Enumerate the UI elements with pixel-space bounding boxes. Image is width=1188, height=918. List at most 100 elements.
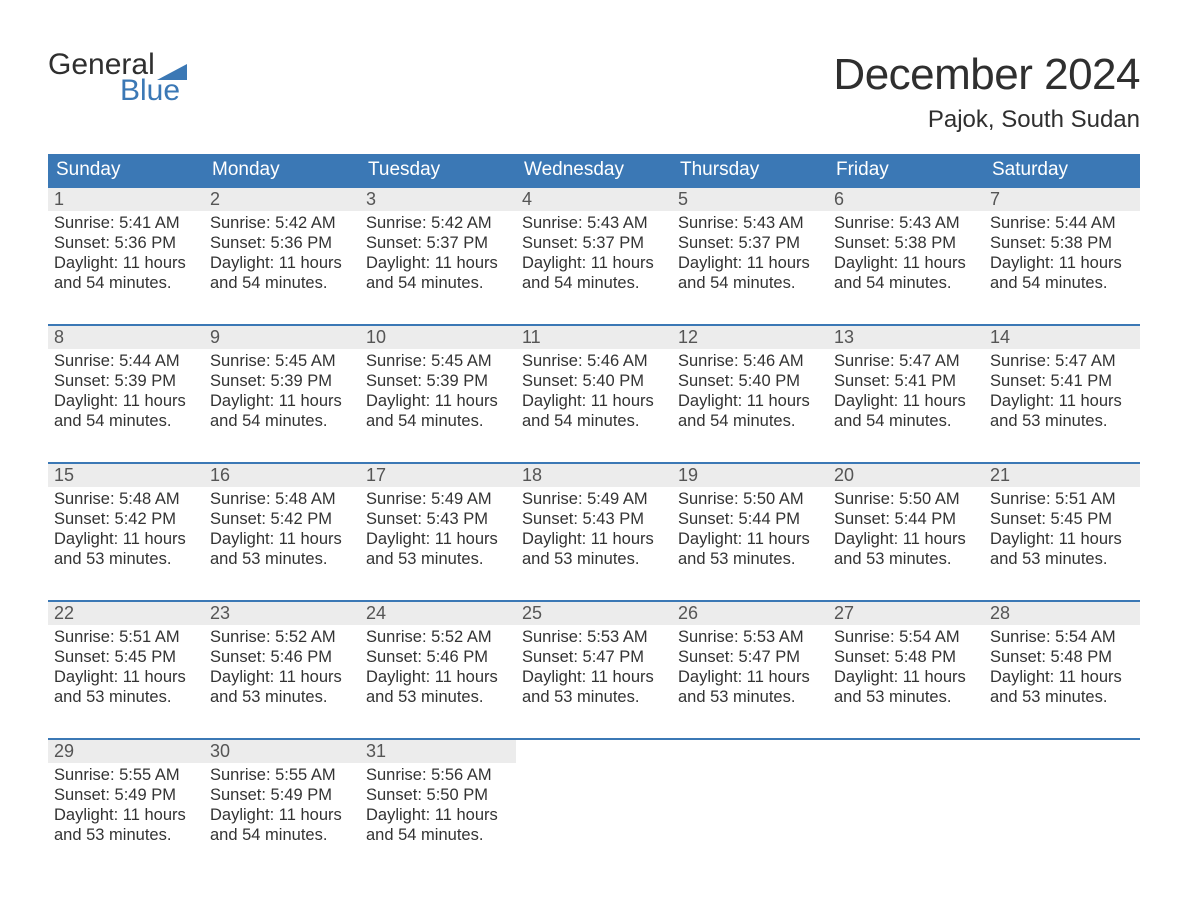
calendar-cell: 30Sunrise: 5:55 AMSunset: 5:49 PMDayligh… — [204, 740, 360, 858]
day-dl1: Daylight: 11 hours — [366, 667, 510, 687]
day-sunset: Sunset: 5:41 PM — [990, 371, 1134, 391]
day-sunrise: Sunrise: 5:54 AM — [834, 627, 978, 647]
day-dl1: Daylight: 11 hours — [366, 529, 510, 549]
week-row: 15Sunrise: 5:48 AMSunset: 5:42 PMDayligh… — [48, 462, 1140, 582]
day-dl1: Daylight: 11 hours — [522, 253, 666, 273]
calendar-cell — [516, 740, 672, 858]
day-dl2: and 53 minutes. — [834, 549, 978, 569]
day-dl1: Daylight: 11 hours — [522, 391, 666, 411]
calendar-cell: 31Sunrise: 5:56 AMSunset: 5:50 PMDayligh… — [360, 740, 516, 858]
day-dl2: and 54 minutes. — [366, 411, 510, 431]
day-number: 26 — [672, 602, 828, 625]
calendar-cell: 13Sunrise: 5:47 AMSunset: 5:41 PMDayligh… — [828, 326, 984, 444]
day-body: Sunrise: 5:51 AMSunset: 5:45 PMDaylight:… — [48, 625, 204, 712]
day-body: Sunrise: 5:51 AMSunset: 5:45 PMDaylight:… — [984, 487, 1140, 574]
day-dl2: and 53 minutes. — [210, 687, 354, 707]
day-sunrise: Sunrise: 5:41 AM — [54, 213, 198, 233]
day-dl2: and 53 minutes. — [210, 549, 354, 569]
day-sunrise: Sunrise: 5:46 AM — [522, 351, 666, 371]
day-number: 1 — [48, 188, 204, 211]
day-dl1: Daylight: 11 hours — [990, 667, 1134, 687]
day-number: 13 — [828, 326, 984, 349]
day-dl1: Daylight: 11 hours — [990, 391, 1134, 411]
day-sunset: Sunset: 5:39 PM — [210, 371, 354, 391]
day-sunset: Sunset: 5:37 PM — [522, 233, 666, 253]
calendar-cell: 29Sunrise: 5:55 AMSunset: 5:49 PMDayligh… — [48, 740, 204, 858]
calendar-cell: 17Sunrise: 5:49 AMSunset: 5:43 PMDayligh… — [360, 464, 516, 582]
day-dl2: and 54 minutes. — [834, 411, 978, 431]
day-sunset: Sunset: 5:36 PM — [210, 233, 354, 253]
day-dl2: and 53 minutes. — [54, 825, 198, 845]
day-body: Sunrise: 5:45 AMSunset: 5:39 PMDaylight:… — [204, 349, 360, 436]
day-sunset: Sunset: 5:43 PM — [366, 509, 510, 529]
day-sunrise: Sunrise: 5:52 AM — [366, 627, 510, 647]
day-sunrise: Sunrise: 5:48 AM — [210, 489, 354, 509]
day-body: Sunrise: 5:52 AMSunset: 5:46 PMDaylight:… — [360, 625, 516, 712]
day-number: 27 — [828, 602, 984, 625]
day-body: Sunrise: 5:42 AMSunset: 5:37 PMDaylight:… — [360, 211, 516, 298]
calendar-cell: 25Sunrise: 5:53 AMSunset: 5:47 PMDayligh… — [516, 602, 672, 720]
day-dl1: Daylight: 11 hours — [834, 529, 978, 549]
day-dl2: and 53 minutes. — [834, 687, 978, 707]
day-number: 5 — [672, 188, 828, 211]
week-row: 22Sunrise: 5:51 AMSunset: 5:45 PMDayligh… — [48, 600, 1140, 720]
day-header-row: SundayMondayTuesdayWednesdayThursdayFrid… — [48, 154, 1140, 186]
day-sunset: Sunset: 5:40 PM — [678, 371, 822, 391]
day-sunset: Sunset: 5:47 PM — [678, 647, 822, 667]
day-dl1: Daylight: 11 hours — [522, 667, 666, 687]
day-header: Friday — [828, 154, 984, 186]
logo-line-1: General — [48, 50, 187, 80]
day-sunset: Sunset: 5:46 PM — [210, 647, 354, 667]
day-sunrise: Sunrise: 5:47 AM — [990, 351, 1134, 371]
week-row: 29Sunrise: 5:55 AMSunset: 5:49 PMDayligh… — [48, 738, 1140, 858]
calendar-cell: 21Sunrise: 5:51 AMSunset: 5:45 PMDayligh… — [984, 464, 1140, 582]
day-body: Sunrise: 5:41 AMSunset: 5:36 PMDaylight:… — [48, 211, 204, 298]
day-sunrise: Sunrise: 5:45 AM — [210, 351, 354, 371]
day-sunrise: Sunrise: 5:48 AM — [54, 489, 198, 509]
day-body: Sunrise: 5:48 AMSunset: 5:42 PMDaylight:… — [48, 487, 204, 574]
day-body: Sunrise: 5:49 AMSunset: 5:43 PMDaylight:… — [360, 487, 516, 574]
day-header: Saturday — [984, 154, 1140, 186]
day-number: 23 — [204, 602, 360, 625]
day-sunrise: Sunrise: 5:42 AM — [366, 213, 510, 233]
day-number: 2 — [204, 188, 360, 211]
day-sunrise: Sunrise: 5:56 AM — [366, 765, 510, 785]
day-sunrise: Sunrise: 5:46 AM — [678, 351, 822, 371]
day-sunset: Sunset: 5:42 PM — [210, 509, 354, 529]
day-dl1: Daylight: 11 hours — [210, 667, 354, 687]
day-sunrise: Sunrise: 5:52 AM — [210, 627, 354, 647]
day-dl1: Daylight: 11 hours — [834, 667, 978, 687]
day-dl1: Daylight: 11 hours — [210, 253, 354, 273]
day-sunset: Sunset: 5:38 PM — [990, 233, 1134, 253]
day-header: Thursday — [672, 154, 828, 186]
day-sunset: Sunset: 5:39 PM — [366, 371, 510, 391]
day-dl1: Daylight: 11 hours — [522, 529, 666, 549]
day-number: 22 — [48, 602, 204, 625]
day-body: Sunrise: 5:53 AMSunset: 5:47 PMDaylight:… — [672, 625, 828, 712]
day-sunrise: Sunrise: 5:49 AM — [522, 489, 666, 509]
day-sunset: Sunset: 5:37 PM — [366, 233, 510, 253]
day-number: 21 — [984, 464, 1140, 487]
day-number: 4 — [516, 188, 672, 211]
calendar-cell: 9Sunrise: 5:45 AMSunset: 5:39 PMDaylight… — [204, 326, 360, 444]
day-dl2: and 54 minutes. — [522, 273, 666, 293]
day-number: 9 — [204, 326, 360, 349]
calendar-cell: 3Sunrise: 5:42 AMSunset: 5:37 PMDaylight… — [360, 188, 516, 306]
day-dl2: and 54 minutes. — [834, 273, 978, 293]
calendar-cell: 5Sunrise: 5:43 AMSunset: 5:37 PMDaylight… — [672, 188, 828, 306]
day-body: Sunrise: 5:43 AMSunset: 5:38 PMDaylight:… — [828, 211, 984, 298]
day-body: Sunrise: 5:46 AMSunset: 5:40 PMDaylight:… — [516, 349, 672, 436]
day-sunset: Sunset: 5:48 PM — [990, 647, 1134, 667]
day-dl2: and 53 minutes. — [990, 687, 1134, 707]
calendar: SundayMondayTuesdayWednesdayThursdayFrid… — [48, 154, 1140, 858]
calendar-cell: 26Sunrise: 5:53 AMSunset: 5:47 PMDayligh… — [672, 602, 828, 720]
day-sunrise: Sunrise: 5:51 AM — [54, 627, 198, 647]
day-number: 30 — [204, 740, 360, 763]
calendar-cell: 19Sunrise: 5:50 AMSunset: 5:44 PMDayligh… — [672, 464, 828, 582]
day-dl2: and 54 minutes. — [210, 825, 354, 845]
calendar-cell: 28Sunrise: 5:54 AMSunset: 5:48 PMDayligh… — [984, 602, 1140, 720]
day-sunrise: Sunrise: 5:50 AM — [834, 489, 978, 509]
day-number: 11 — [516, 326, 672, 349]
day-dl1: Daylight: 11 hours — [990, 253, 1134, 273]
day-body: Sunrise: 5:46 AMSunset: 5:40 PMDaylight:… — [672, 349, 828, 436]
